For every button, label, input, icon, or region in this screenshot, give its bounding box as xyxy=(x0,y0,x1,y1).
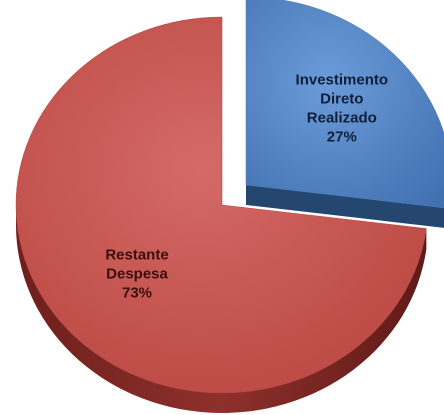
slice-name-line: Investimento xyxy=(296,71,389,88)
slice-1 xyxy=(15,16,427,394)
slice-name-line: Despesa xyxy=(106,265,168,282)
slice-label-0: Investimento Direto Realizado 27% xyxy=(296,71,389,145)
slice-label-1: Restante Despesa 73% xyxy=(105,246,168,301)
pie-labels: Investimento Direto Realizado 27% Restante De… xyxy=(105,71,388,301)
slice-name-line: Realizado xyxy=(307,109,377,126)
slice-cut-face-0 xyxy=(246,185,444,228)
slice-name-line: Direto xyxy=(320,90,363,107)
pie-tops xyxy=(15,0,444,394)
slice-percent-label: 27% xyxy=(327,128,357,145)
slice-0 xyxy=(245,0,444,209)
slice-name-line: Restante xyxy=(105,246,168,263)
slice-percent-label: 73% xyxy=(122,284,152,301)
